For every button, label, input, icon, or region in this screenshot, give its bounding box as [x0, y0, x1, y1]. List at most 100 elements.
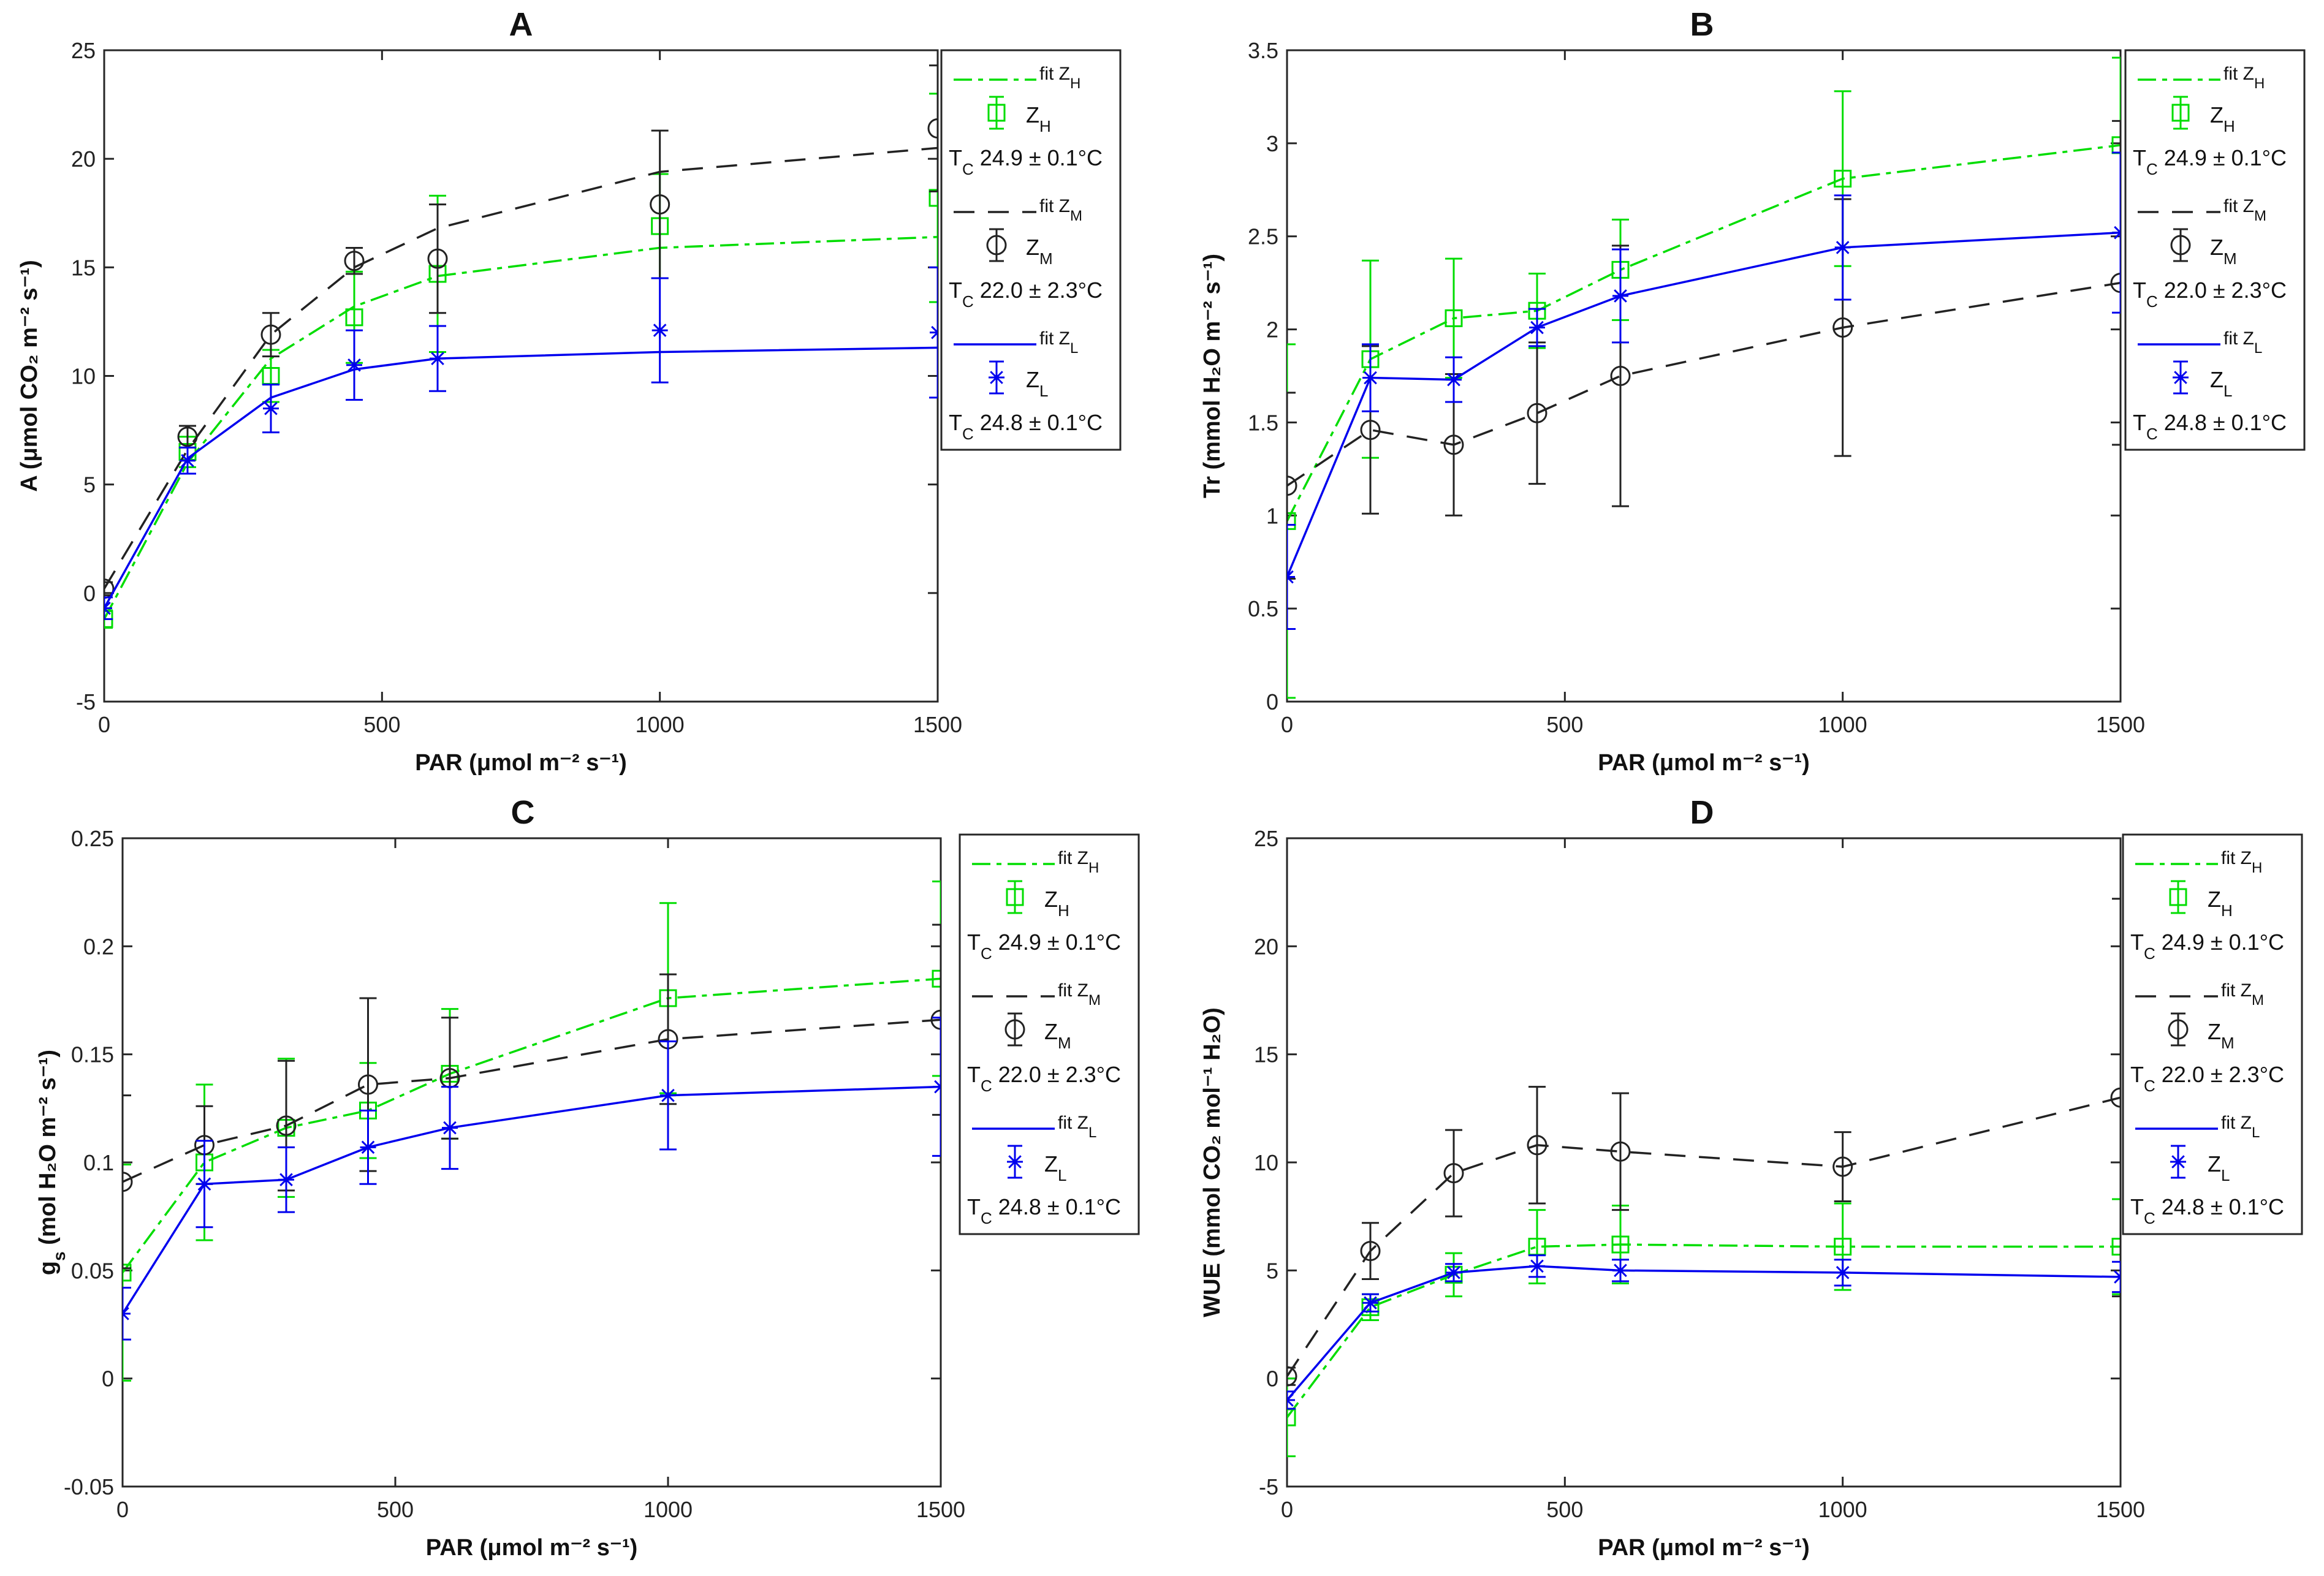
fit-line-L	[1287, 1265, 2121, 1401]
data-point-L	[1529, 319, 1545, 336]
series-L	[1287, 151, 2121, 631]
fit-line-M	[104, 146, 938, 589]
legend-marker	[1006, 888, 1024, 906]
data-point-L	[104, 600, 112, 616]
legend-series-name: ZL	[1044, 1151, 1066, 1184]
plot-series	[1287, 56, 2121, 699]
data-point-M	[427, 248, 448, 269]
data-point-L	[1446, 1264, 1462, 1281]
x-tick-label: 1000	[1818, 1497, 1867, 1522]
legend-temperature: TC 24.9 ± 0.1°C	[2130, 930, 2284, 963]
series-M	[1287, 898, 2121, 1387]
series-M	[1287, 119, 2121, 580]
y-tick-label: 5	[1266, 1258, 1278, 1283]
y-axis-label: Tr (mmol H₂O m⁻² s⁻¹)	[1199, 254, 1225, 498]
series-M	[104, 64, 938, 599]
x-tick-label: 0	[1281, 1497, 1293, 1522]
data-point-M	[344, 251, 365, 271]
data-point-L	[430, 350, 446, 367]
legend-marker	[986, 235, 1007, 256]
legend-box	[2124, 49, 2306, 451]
plot-series	[123, 881, 941, 1382]
data-point-H	[2111, 1238, 2121, 1256]
legend: fit ZH ZH TC 24.9 ± 0.1°C fit ZM ZM TC 22.0 ±…	[940, 49, 1122, 451]
legend-series-name: ZH	[2208, 887, 2233, 920]
legend-marker	[2171, 104, 2190, 122]
y-axis: -5 0 5 10 15 20 25	[1254, 826, 2121, 1499]
y-tick-label: -5	[76, 689, 96, 714]
x-axis: 0 500 1000 1500	[1281, 50, 2145, 737]
legend-temperature: TC 24.9 ± 0.1°C	[967, 930, 1121, 963]
legend-temperature: TC 24.8 ± 0.1°C	[949, 410, 1103, 443]
data-point-H	[123, 1263, 132, 1282]
chart-title: D	[1690, 794, 1714, 831]
series-L	[1287, 1254, 2121, 1410]
data-point-M	[1527, 1135, 1547, 1156]
plot-area-frame	[1286, 837, 2122, 1488]
data-point-M	[104, 578, 115, 599]
y-tick-label: 15	[71, 255, 96, 280]
legend-temperature: TC 24.8 ± 0.1°C	[967, 1194, 1121, 1227]
x-tick-label: 500	[377, 1497, 414, 1522]
legend-series-name: ZH	[1044, 887, 1069, 920]
x-tick-label: 1500	[2096, 712, 2145, 737]
legend-marker	[1007, 1154, 1023, 1170]
legend-fit-label: fit ZH	[2221, 848, 2262, 876]
fit-line-M	[1287, 281, 2121, 487]
y-tick-label: 2	[1266, 317, 1278, 343]
data-point-L	[1612, 1262, 1628, 1279]
legend-marker	[1004, 1019, 1025, 1040]
legend-marker	[987, 104, 1006, 122]
legend-fit-label: fit ZM	[1039, 196, 1082, 224]
y-tick-label: 5	[83, 472, 96, 498]
data-point-L	[1287, 569, 1295, 585]
x-tick-label: 1000	[1818, 712, 1867, 737]
y-tick-label: 1	[1266, 503, 1278, 528]
data-point-L	[442, 1119, 458, 1136]
legend-marker	[2169, 888, 2187, 906]
x-axis: 0 500 1000 1500	[98, 50, 962, 737]
panel-B: 0 500 1000 1500 0 0.5 1 1.5 2 2.5 3 3.5 B PAR (μmol m…	[1199, 6, 2306, 776]
data-point-M	[1360, 1241, 1381, 1262]
y-tick-label: 0.05	[71, 1258, 114, 1283]
legend-series-name: ZM	[2210, 235, 2237, 268]
data-point-L	[278, 1172, 294, 1188]
data-point-L	[651, 322, 668, 339]
plot-area-frame	[103, 49, 939, 703]
data-point-L	[933, 1078, 941, 1095]
y-tick-label: 3	[1266, 131, 1278, 156]
data-point-L	[1446, 371, 1462, 388]
data-point-L	[1612, 287, 1628, 304]
data-point-L	[1362, 369, 1378, 386]
x-tick-label: 0	[116, 1497, 129, 1522]
y-tick-label: 0	[1266, 1366, 1278, 1392]
x-tick-label: 500	[363, 712, 400, 737]
data-point-M	[1287, 1366, 1297, 1387]
legend-fit-label: fit ZL	[1058, 1113, 1096, 1141]
y-tick-label: 10	[71, 364, 96, 389]
data-point-L	[346, 357, 362, 373]
x-axis-label: PAR (μmol m⁻² s⁻¹)	[415, 750, 627, 776]
data-point-H	[2111, 136, 2121, 154]
y-axis: 0 0.5 1 1.5 2 2.5 3 3.5	[1248, 38, 2121, 714]
legend-marker	[2173, 369, 2189, 385]
data-point-H	[928, 189, 938, 207]
data-point-M	[1360, 420, 1381, 441]
data-point-L	[1529, 1258, 1545, 1275]
legend-box	[2122, 833, 2303, 1235]
y-tick-label: -0.05	[64, 1474, 114, 1499]
legend-box	[959, 833, 1140, 1235]
data-point-M	[123, 1172, 133, 1192]
data-point-M	[260, 324, 281, 345]
legend-temperature: TC 24.9 ± 0.1°C	[2133, 145, 2287, 178]
y-axis: -0.05 0 0.05 0.1 0.15 0.2 0.25	[64, 826, 941, 1499]
data-point-L	[360, 1139, 376, 1156]
series-H	[104, 93, 938, 629]
legend-temperature: TC 24.8 ± 0.1°C	[2130, 1194, 2284, 1227]
legend-series-name: ZL	[2208, 1151, 2230, 1184]
y-tick-label: 0	[102, 1366, 114, 1392]
x-tick-label: 0	[1281, 712, 1293, 737]
data-point-M	[276, 1115, 297, 1136]
y-tick-label: 0.1	[83, 1150, 114, 1175]
